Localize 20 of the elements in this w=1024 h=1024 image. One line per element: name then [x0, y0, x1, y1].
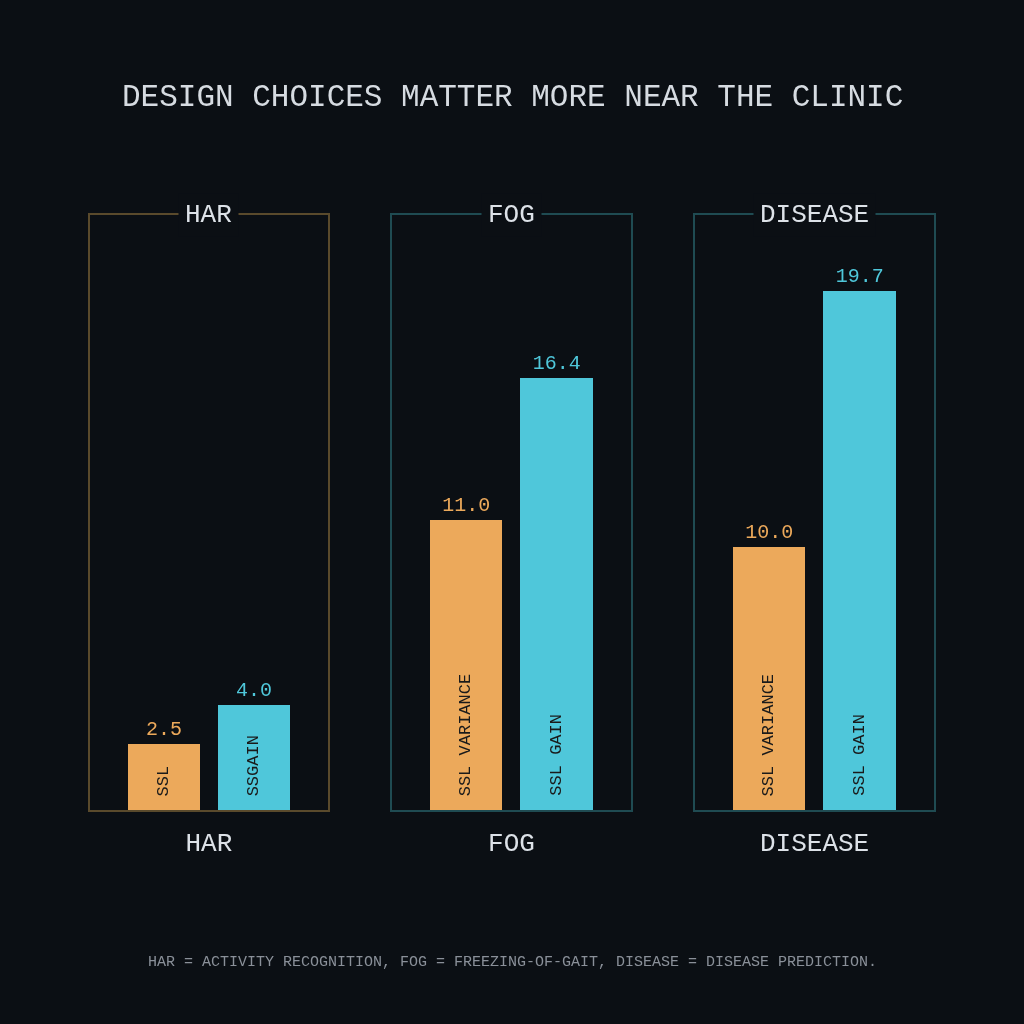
category-label: SSL GAIN: [849, 714, 869, 796]
category-label: SSL: [154, 765, 174, 797]
chart-subtitle: DISEASE: [760, 200, 870, 230]
x-axis-title: HAR: [185, 828, 233, 859]
chart-subtitle: FOG: [488, 200, 535, 230]
x-axis-title: FOG: [488, 828, 535, 859]
category-label: SSGAIN: [244, 735, 264, 797]
x-axis-title: DISEASE: [759, 828, 870, 859]
category-label: SSL VARIANCE: [456, 673, 476, 797]
text: DESIGN CHOICES MATTER MORE NEAR THE CLINIC: [122, 80, 904, 115]
category-label: SSL GAIN: [546, 714, 566, 796]
data-label: 19.7: [835, 265, 884, 289]
data-label: 16.4: [532, 352, 581, 376]
data-label: 4.0: [236, 679, 273, 703]
data-label: 2.5: [146, 718, 183, 742]
data-label: 11.0: [442, 494, 491, 518]
category-label: SSL VARIANCE: [759, 673, 779, 797]
chart-subtitle: HAR: [185, 200, 232, 230]
data-label: 10.0: [745, 521, 794, 545]
text: HAR = ACTIVITY RECOGNITION, FOG = FREEZING-OF-GAIT, DISEASE = DISEASE PREDICTION.: [148, 954, 878, 971]
